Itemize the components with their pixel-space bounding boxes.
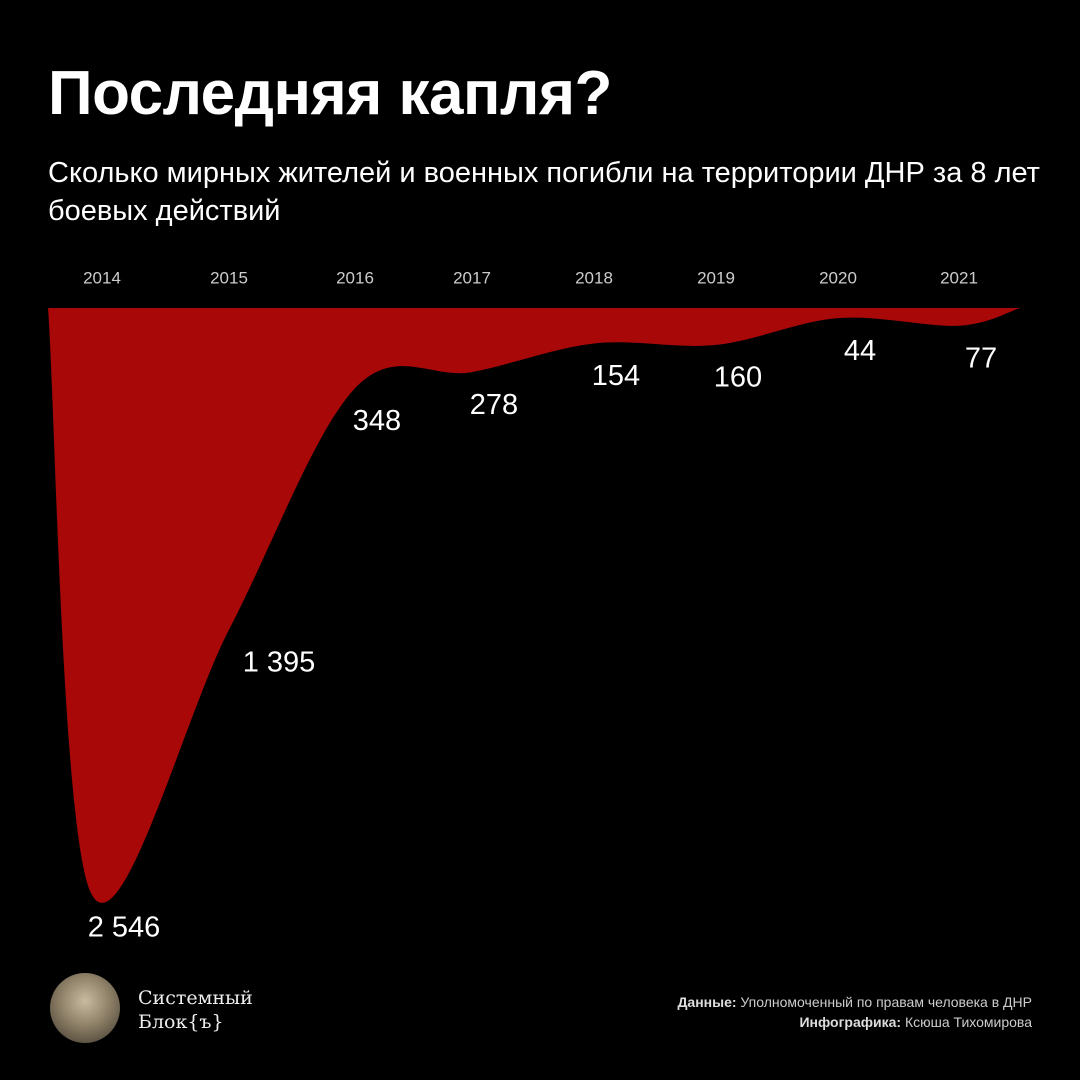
- value-label: 1 395: [243, 646, 316, 678]
- credits: Данные: Уполномоченный по правам человек…: [677, 992, 1032, 1032]
- logo-line: Системный: [138, 987, 253, 1009]
- credit-label: Данные:: [677, 994, 737, 1010]
- value-label: 44: [844, 335, 876, 367]
- avatar: [50, 973, 120, 1043]
- x-tick-label: 2014: [83, 268, 121, 287]
- credit-text: Ксюша Тихомирова: [904, 1014, 1032, 1030]
- value-label: 278: [470, 389, 518, 421]
- value-label: 2 546: [88, 912, 161, 944]
- credit-line: Инфографика: Ксюша Тихомирова: [677, 1012, 1032, 1032]
- x-tick-label: 2020: [819, 268, 857, 287]
- x-tick-label: 2015: [210, 268, 248, 287]
- credit-label: Инфографика:: [799, 1014, 902, 1030]
- title: Последняя капля?: [48, 59, 612, 128]
- area: [48, 308, 1020, 903]
- x-tick-label: 2016: [336, 268, 374, 287]
- x-tick-label: 2019: [697, 268, 735, 287]
- value-label: 160: [714, 362, 762, 394]
- x-tick-label: 2018: [575, 268, 613, 287]
- x-tick-label: 2021: [940, 268, 978, 287]
- logo: Системный Блок{ъ}: [138, 986, 253, 1034]
- logo-line: Блок{ъ}: [138, 1011, 224, 1033]
- subtitle: Сколько мирных жителей и военных погибли…: [48, 157, 1040, 227]
- value-label: 348: [353, 405, 401, 437]
- value-label: 154: [592, 360, 640, 392]
- credit-text: Уполномоченный по правам человека в ДНР: [740, 994, 1032, 1010]
- x-tick-label: 2017: [453, 268, 491, 287]
- credit-line: Данные: Уполномоченный по правам человек…: [677, 992, 1032, 1012]
- value-label: 77: [965, 342, 997, 374]
